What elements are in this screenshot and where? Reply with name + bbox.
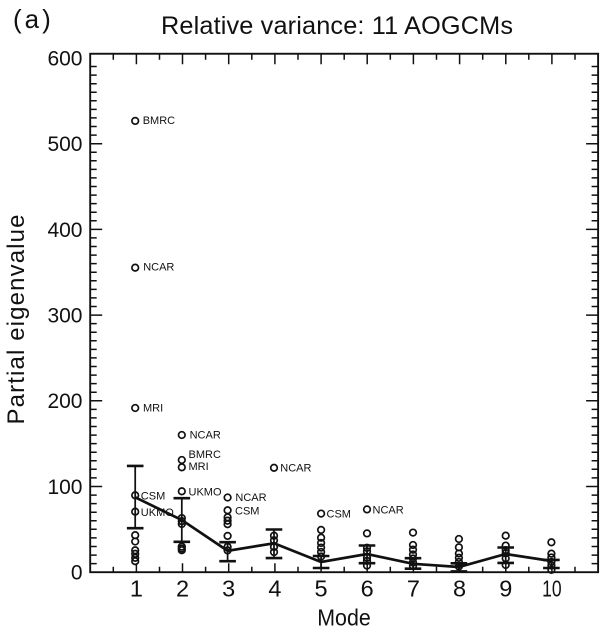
svg-text:1: 1	[130, 575, 143, 601]
svg-text:MRI: MRI	[143, 403, 163, 415]
svg-text:NCAR: NCAR	[373, 504, 404, 516]
svg-text:CSM: CSM	[327, 509, 351, 521]
svg-text:600: 600	[47, 47, 82, 70]
svg-text:400: 400	[47, 219, 82, 242]
svg-text:Partial eigenvalue: Partial eigenvalue	[3, 215, 30, 425]
svg-text:Mode: Mode	[317, 604, 371, 630]
svg-text:100: 100	[47, 476, 82, 499]
svg-text:300: 300	[47, 305, 82, 328]
svg-text:3: 3	[222, 575, 235, 601]
svg-text:MRI: MRI	[189, 461, 209, 473]
svg-text:NCAR: NCAR	[280, 463, 311, 475]
svg-text:9: 9	[499, 575, 512, 601]
svg-text:UKMO: UKMO	[189, 486, 222, 498]
svg-text:5: 5	[315, 575, 328, 601]
svg-text:UKMO: UKMO	[141, 507, 174, 519]
svg-text:8: 8	[453, 575, 466, 601]
svg-text:NCAR: NCAR	[235, 492, 266, 504]
svg-text:BMRC: BMRC	[143, 115, 175, 127]
svg-text:7: 7	[407, 575, 420, 601]
svg-text:NCAR: NCAR	[190, 430, 221, 442]
svg-text:CSM: CSM	[235, 505, 259, 517]
svg-text:(a): (a)	[13, 4, 54, 34]
svg-text:6: 6	[361, 575, 374, 601]
svg-text:Relative variance: 11 AOGCMs: Relative variance: 11 AOGCMs	[161, 12, 513, 40]
svg-text:NCAR: NCAR	[143, 262, 174, 274]
svg-text:10: 10	[542, 575, 562, 601]
svg-text:2: 2	[176, 575, 189, 601]
svg-text:200: 200	[47, 390, 82, 413]
svg-text:BMRC: BMRC	[189, 449, 221, 461]
svg-text:500: 500	[47, 133, 82, 156]
svg-text:0: 0	[71, 562, 83, 585]
svg-text:4: 4	[268, 575, 281, 601]
svg-text:CSM: CSM	[141, 490, 165, 502]
